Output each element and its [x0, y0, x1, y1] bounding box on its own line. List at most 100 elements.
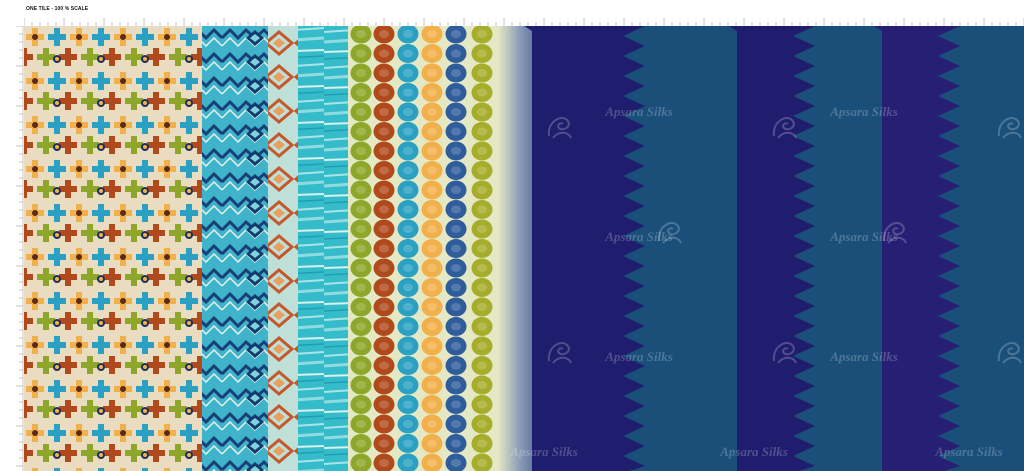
pattern-dot — [421, 336, 443, 356]
top-ruler — [24, 18, 1024, 26]
peacock-logo-icon — [547, 117, 572, 139]
chevron-column — [268, 26, 298, 471]
watermark-text: Apsara Silks — [509, 444, 578, 459]
pattern-dot — [397, 453, 419, 471]
pattern-dot — [350, 200, 372, 219]
pattern-dot — [350, 414, 372, 434]
pattern-dot — [471, 141, 493, 161]
pattern-dot — [421, 356, 443, 375]
pattern-dot — [421, 453, 443, 471]
pattern-dot — [445, 219, 467, 239]
pattern-dot — [471, 26, 493, 44]
pattern-dot — [421, 239, 443, 258]
pattern-dot — [471, 297, 493, 317]
pattern-dot — [350, 434, 372, 453]
pattern-dot — [421, 200, 443, 219]
pattern-dot — [350, 297, 372, 317]
pattern-dot — [373, 102, 395, 122]
pattern-dot — [397, 200, 419, 219]
pattern-dot — [350, 356, 372, 375]
pattern-dot — [350, 375, 372, 395]
peacock-logo-icon — [997, 342, 1022, 364]
pattern-dot — [445, 414, 467, 434]
pattern-dot — [350, 161, 372, 180]
pattern-dot — [421, 141, 443, 161]
pattern-dot — [445, 180, 467, 200]
header-bar: ONE TILE - 100 % SCALE — [0, 0, 1024, 18]
dot-columns — [350, 26, 493, 471]
pattern-dot — [421, 180, 443, 200]
pattern-dot — [373, 239, 395, 258]
pattern-dot — [373, 83, 395, 102]
pattern-dot — [373, 356, 395, 375]
pattern-dot — [421, 395, 443, 414]
pattern-dot — [471, 356, 493, 375]
pattern-dot — [350, 44, 372, 63]
pattern-dot — [445, 239, 467, 258]
pattern-dot — [350, 102, 372, 122]
pattern-dot — [373, 122, 395, 141]
pattern-dot — [421, 83, 443, 102]
pattern-dot — [350, 26, 372, 44]
pattern-dot — [471, 375, 493, 395]
pattern-dot — [471, 414, 493, 434]
pattern-dot — [397, 141, 419, 161]
watermark-text: Apsara Silks — [719, 444, 788, 459]
pattern-dot — [421, 161, 443, 180]
pattern-dot — [373, 26, 395, 44]
pattern-dot — [373, 278, 395, 297]
watermark-layer: Apsara Silks Apsara Silks Apsara Silks Apsa… — [509, 104, 1022, 459]
pattern-dot — [421, 434, 443, 453]
pattern-dot — [445, 336, 467, 356]
pattern-dot — [397, 395, 419, 414]
watermark-text: Apsara Silks — [934, 444, 1003, 459]
pattern-dot — [350, 336, 372, 356]
pattern-dot — [471, 180, 493, 200]
pattern-dot — [397, 297, 419, 317]
pattern-dot — [471, 161, 493, 180]
pattern-dot — [373, 434, 395, 453]
watermark-text: Apsara Silks — [829, 349, 898, 364]
pattern-dot — [373, 414, 395, 434]
pattern-dot — [471, 336, 493, 356]
pattern-dot — [445, 44, 467, 63]
pattern-dot — [445, 161, 467, 180]
pattern-dot — [373, 44, 395, 63]
pattern-dot — [471, 63, 493, 83]
pattern-dot — [373, 141, 395, 161]
ikat-stripes — [524, 26, 960, 471]
pattern-dot — [471, 278, 493, 297]
pattern-dot — [397, 26, 419, 44]
pattern-dot — [373, 63, 395, 83]
peacock-logo-icon — [772, 117, 797, 139]
pattern-dot — [350, 83, 372, 102]
zigzag-column — [202, 26, 268, 471]
pattern-dot — [421, 278, 443, 297]
pattern-dot — [445, 395, 467, 414]
pattern-dot — [397, 161, 419, 180]
pattern-dot — [350, 122, 372, 141]
ikat-stripe — [729, 26, 815, 471]
pattern-dot — [373, 395, 395, 414]
pattern-dot — [471, 44, 493, 63]
pattern-dot — [397, 83, 419, 102]
pattern-dot — [471, 239, 493, 258]
pattern-dot — [471, 102, 493, 122]
pattern-dot — [350, 239, 372, 258]
pattern-dot — [471, 395, 493, 414]
watermark-text: Apsara Silks — [604, 349, 673, 364]
pattern-dot — [350, 141, 372, 161]
pattern-dot — [471, 200, 493, 219]
pattern-dot — [421, 414, 443, 434]
pattern-dot — [373, 258, 395, 278]
pattern-dot — [373, 453, 395, 471]
pattern-dot — [445, 63, 467, 83]
pattern-dot — [350, 219, 372, 239]
pattern-dot — [373, 161, 395, 180]
ikat-stripe — [874, 26, 960, 471]
pattern-dot — [373, 375, 395, 395]
pattern-dot — [421, 122, 443, 141]
pattern-dot — [445, 434, 467, 453]
pattern-dot — [471, 434, 493, 453]
watermark-text: Apsara Silks — [604, 104, 673, 119]
